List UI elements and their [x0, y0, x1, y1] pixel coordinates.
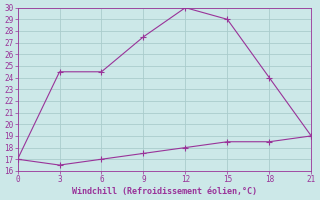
- X-axis label: Windchill (Refroidissement éolien,°C): Windchill (Refroidissement éolien,°C): [72, 187, 257, 196]
